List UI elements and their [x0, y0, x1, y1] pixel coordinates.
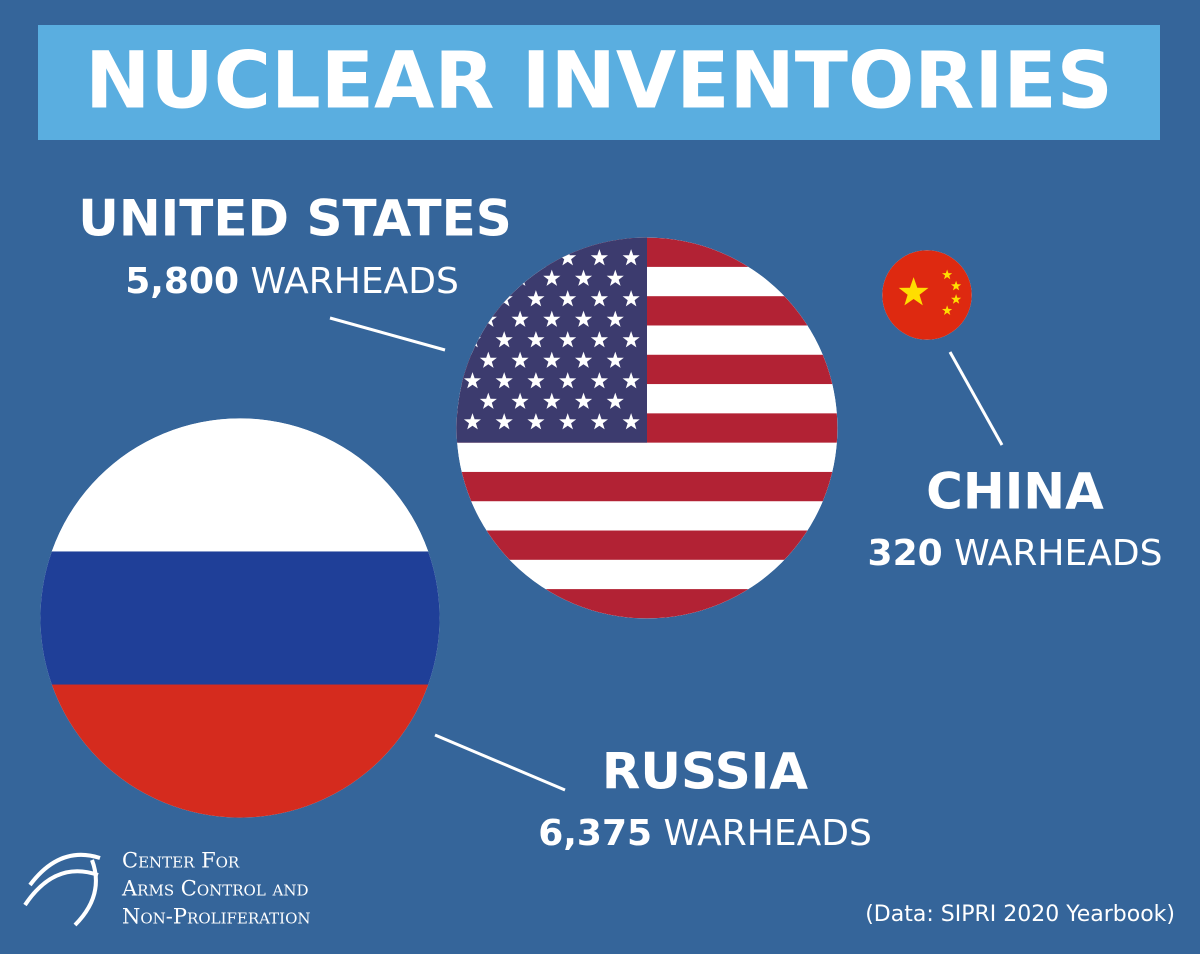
flag-star — [590, 372, 608, 389]
flag-band — [40, 551, 440, 686]
flag-star — [606, 392, 624, 409]
title: NUCLEAR INVENTORIES — [85, 36, 1113, 126]
flag-star — [463, 372, 481, 389]
flag-star — [463, 413, 481, 430]
flag-star — [479, 351, 497, 368]
flag-star — [559, 249, 577, 266]
flag-star — [606, 351, 624, 368]
flag-star — [622, 249, 640, 266]
count-unit: WARHEADS — [954, 533, 1162, 574]
flag-canton — [456, 237, 647, 443]
flag-star — [463, 290, 481, 307]
flag-star — [590, 249, 608, 266]
flag-star — [495, 249, 513, 266]
flag-stripe — [456, 589, 838, 619]
flag-star — [495, 372, 513, 389]
connector — [434, 733, 566, 792]
flag-star — [590, 413, 608, 430]
flag-star — [527, 413, 545, 430]
flag-star — [543, 351, 561, 368]
flag-star — [590, 331, 608, 348]
flag-star — [898, 277, 929, 306]
flag — [456, 237, 838, 619]
org-line: Non-Proliferation — [122, 905, 311, 929]
flag-band — [40, 684, 440, 818]
flag-star — [575, 310, 593, 327]
flag-star — [951, 294, 962, 304]
count-value: 5,800 — [125, 261, 239, 302]
flag-field — [882, 250, 972, 340]
connector — [948, 351, 1004, 446]
flag-star — [527, 331, 545, 348]
flag-stripe — [456, 530, 838, 560]
flag-star — [527, 372, 545, 389]
flag-star — [606, 310, 624, 327]
flag-star — [559, 413, 577, 430]
flag-star — [575, 269, 593, 286]
logo — [23, 852, 101, 927]
flag-star — [495, 413, 513, 430]
flag-star — [590, 290, 608, 307]
flag-star — [543, 310, 561, 327]
flag — [882, 250, 972, 340]
flag-star — [559, 372, 577, 389]
flag-star — [622, 331, 640, 348]
flag-star — [622, 413, 640, 430]
country-name: CHINA — [926, 463, 1104, 521]
org-line: Center For — [122, 849, 240, 873]
count-unit: WARHEADS — [664, 813, 872, 854]
count-value: 6,375 — [538, 813, 652, 854]
flag-star — [543, 269, 561, 286]
flag-star — [511, 310, 529, 327]
flag-star — [942, 305, 953, 315]
connector — [329, 316, 446, 352]
flag-star — [942, 269, 953, 280]
source: (Data: SIPRI 2020 Yearbook) — [865, 902, 1175, 927]
count-value: 320 — [868, 533, 943, 574]
flag-star — [495, 331, 513, 348]
count-unit: WARHEADS — [251, 261, 459, 302]
flag-star — [479, 269, 497, 286]
flag-star — [622, 372, 640, 389]
flag-band — [40, 418, 440, 553]
flag-star — [559, 331, 577, 348]
flag — [40, 418, 440, 818]
count-label: 6,375 WARHEADS — [538, 813, 872, 854]
flag-star — [543, 392, 561, 409]
country-name: RUSSIA — [602, 743, 808, 801]
flag-star — [511, 351, 529, 368]
org-line: Arms Control and — [121, 877, 308, 901]
flag-star — [606, 269, 624, 286]
country-name: UNITED STATES — [78, 190, 512, 248]
count-label: 5,800 WARHEADS — [125, 261, 459, 302]
flag-star — [575, 351, 593, 368]
flag-star — [622, 290, 640, 307]
title-banner — [38, 25, 1160, 140]
flag-star — [511, 392, 529, 409]
flag-star — [463, 249, 481, 266]
flag-star — [559, 290, 577, 307]
flag-stripe — [456, 471, 838, 502]
flag-star — [527, 290, 545, 307]
flag-star — [479, 392, 497, 409]
flag-star — [575, 392, 593, 409]
flag-star — [527, 249, 545, 266]
count-label: 320 WARHEADS — [868, 533, 1163, 574]
flag-star — [951, 280, 962, 291]
